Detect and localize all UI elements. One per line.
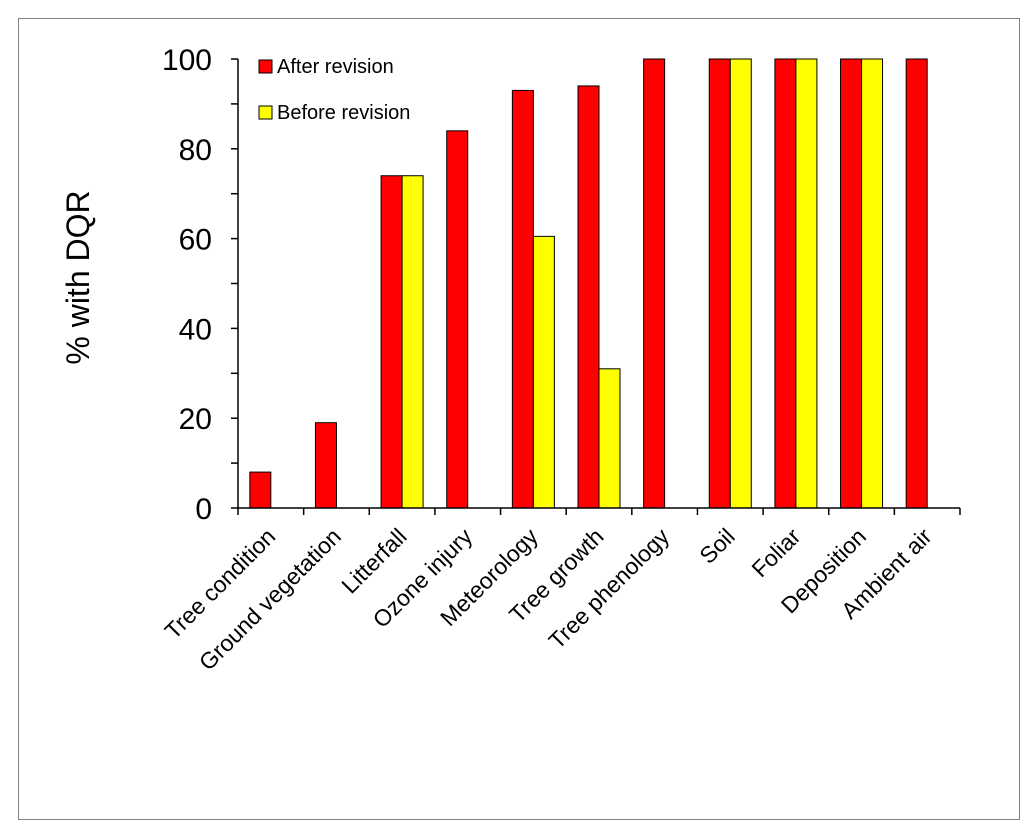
bar-after-7 bbox=[708, 58, 731, 509]
bar-before-9 bbox=[861, 58, 884, 509]
x-tick-label: Foliar bbox=[746, 523, 805, 582]
bars-layer bbox=[249, 58, 928, 509]
bar-after-8 bbox=[774, 58, 797, 509]
legend-swatch-after bbox=[258, 59, 273, 74]
y-axis-title: % with DQR bbox=[60, 190, 96, 364]
x-tick-label: Tree condition bbox=[160, 523, 281, 644]
y-tick-label: 60 bbox=[179, 224, 212, 257]
y-tick-label: 40 bbox=[179, 313, 212, 346]
x-tick-label: Tree phenology bbox=[543, 523, 674, 654]
y-ticks: 0 20 40 60 80 100 bbox=[162, 44, 238, 526]
legend-label-before: Before revision bbox=[277, 102, 410, 124]
y-tick-label: 0 bbox=[195, 493, 212, 526]
bar-after-0 bbox=[249, 471, 272, 509]
bar-before-4 bbox=[532, 235, 555, 509]
y-tick-label: 100 bbox=[162, 44, 212, 77]
bar-before-7 bbox=[729, 58, 752, 509]
bar-after-2 bbox=[380, 175, 403, 509]
bar-after-6 bbox=[643, 58, 666, 509]
bar-before-2 bbox=[401, 175, 424, 509]
bar-after-9 bbox=[840, 58, 863, 509]
bar-after-10 bbox=[905, 58, 928, 509]
x-tick-label: Soil bbox=[694, 523, 740, 569]
bar-after-1 bbox=[314, 422, 337, 509]
y-tick-label: 20 bbox=[179, 403, 212, 436]
legend-swatch-before bbox=[258, 105, 273, 120]
bar-before-5 bbox=[598, 368, 621, 509]
legend: After revision Before revision bbox=[258, 56, 410, 124]
bar-after-5 bbox=[577, 85, 600, 509]
bar-after-3 bbox=[446, 130, 469, 509]
y-tick-label: 80 bbox=[179, 134, 212, 167]
bar-after-4 bbox=[511, 89, 534, 509]
chart-frame: 0 20 40 60 80 100 Tree condition Ground vegeta… bbox=[18, 18, 1020, 820]
legend-label-after: After revision bbox=[277, 56, 394, 78]
bar-before-8 bbox=[795, 58, 818, 509]
